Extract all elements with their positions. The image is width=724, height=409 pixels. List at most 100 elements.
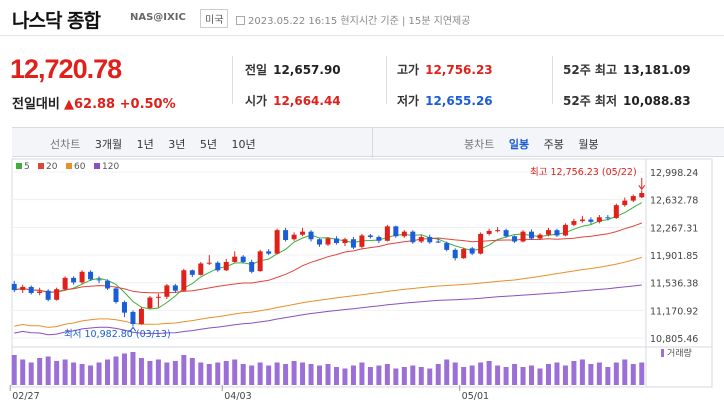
volume-bar xyxy=(495,365,501,385)
low-price-value: 12,655.26 xyxy=(425,94,493,108)
tab-1year[interactable]: 1년 xyxy=(136,138,154,151)
candle-body xyxy=(266,251,272,254)
change-value: ▲62.88 +0.50% xyxy=(63,97,176,112)
volume-bar xyxy=(630,364,636,385)
divider xyxy=(552,56,553,104)
prev-close-label: 전일 xyxy=(245,63,268,77)
candle-body xyxy=(401,231,407,237)
candle-body xyxy=(240,256,246,262)
volume-bar xyxy=(300,362,306,385)
volume-bar xyxy=(62,359,68,385)
volume-bar xyxy=(571,361,577,385)
legend-label-60: 60 xyxy=(74,162,86,172)
candle-body xyxy=(486,230,492,234)
volume-bar xyxy=(257,362,263,385)
volume-bar xyxy=(274,362,280,385)
candle-body xyxy=(189,270,195,275)
line-chart-header: 선차트 xyxy=(50,138,81,151)
volume-bar xyxy=(88,365,94,385)
volume-bar xyxy=(249,365,255,385)
volume-bar xyxy=(333,367,339,385)
high-price-label: 고가 xyxy=(397,63,420,77)
prev-close: 전일 12,657.90 xyxy=(245,61,341,78)
volume-bar xyxy=(45,356,51,385)
open-price-value: 12,664.44 xyxy=(273,94,341,108)
candle-body xyxy=(537,234,543,239)
week52-low-label: 52주 최저 xyxy=(563,94,617,108)
page-title: 나스닥 종합 xyxy=(12,10,101,32)
candle-body xyxy=(529,231,535,239)
volume-bar xyxy=(435,364,441,385)
candle-body xyxy=(88,271,94,280)
index-code: NAS@IXIC xyxy=(130,12,186,23)
candle-body xyxy=(545,230,551,235)
candle-body xyxy=(215,262,221,271)
candle-body xyxy=(333,238,339,244)
volume-bar xyxy=(172,361,178,385)
y-tick-label: 10,805.46 xyxy=(650,334,698,345)
volume-label: 거래량 xyxy=(667,347,692,359)
volume-bar xyxy=(622,359,628,385)
volume-bar xyxy=(545,364,551,385)
candle-body xyxy=(274,230,280,254)
candle-body xyxy=(71,277,77,283)
volume-bar xyxy=(266,365,272,385)
tab-3year[interactable]: 3년 xyxy=(168,138,186,151)
low-price-label: 저가 xyxy=(397,94,420,108)
volume-bar xyxy=(206,364,212,385)
volume-bar xyxy=(367,367,373,385)
volume-bar xyxy=(418,367,424,385)
calendar-icon xyxy=(236,16,245,25)
week52-high-label: 52주 최고 xyxy=(563,63,617,77)
candle-body xyxy=(393,226,399,237)
candle-body xyxy=(223,261,229,271)
candle-body xyxy=(232,256,238,262)
tab-weekly[interactable]: 주봉 xyxy=(543,138,564,151)
x-tick-label: 04/03 xyxy=(224,391,251,402)
candle-body xyxy=(37,291,43,293)
volume-bar xyxy=(478,362,484,385)
change-row: 전일대비 ▲62.88 +0.50% xyxy=(12,93,176,112)
candle-body xyxy=(418,236,424,242)
legend-label-5: 5 xyxy=(24,162,30,172)
candle-body xyxy=(427,236,433,243)
candle-chart-header: 봉차트 xyxy=(464,138,495,151)
candle-body xyxy=(359,235,365,247)
volume-bar xyxy=(410,365,416,385)
candle-body xyxy=(630,196,636,201)
candle-body xyxy=(28,286,34,293)
candle-body xyxy=(571,221,577,225)
tab-monthly[interactable]: 월봉 xyxy=(578,138,599,151)
tab-divider xyxy=(372,128,373,158)
volume-bar xyxy=(359,362,365,385)
candle-body xyxy=(11,283,17,290)
line-chart-tabs: 선차트 3개월 1년 3년 5년 10년 xyxy=(50,136,267,152)
volume-bar xyxy=(232,359,238,385)
candle-body xyxy=(308,231,314,240)
change-label: 전일대비 xyxy=(12,97,60,112)
volume-bar xyxy=(240,364,246,385)
candle-body xyxy=(54,289,60,300)
week52-low: 52주 최저 10,088.83 xyxy=(563,92,691,109)
tab-5year[interactable]: 5년 xyxy=(199,138,217,151)
tab-10year[interactable]: 10년 xyxy=(231,138,256,151)
volume-bar xyxy=(164,362,170,385)
time-info: 2023.05.22 16:15 현지시간 기준 | 15분 지연제공 xyxy=(236,12,470,27)
y-tick-label: 11,901.85 xyxy=(650,251,698,262)
candle-body xyxy=(478,233,484,254)
candle-body xyxy=(291,234,297,240)
candle-body xyxy=(283,230,289,240)
volume-bar xyxy=(20,359,26,385)
candle-body xyxy=(62,277,68,290)
candle-body xyxy=(155,296,161,298)
y-tick-label: 12,998.24 xyxy=(650,168,698,179)
volume-bar xyxy=(181,355,187,385)
prev-close-value: 12,657.90 xyxy=(273,63,341,77)
candle-body xyxy=(605,217,611,219)
volume-bar xyxy=(291,361,297,385)
tab-3month[interactable]: 3개월 xyxy=(94,138,123,151)
legend-swatch-5 xyxy=(16,163,22,169)
tab-daily[interactable]: 일봉 xyxy=(508,138,530,151)
volume-bar xyxy=(452,362,458,385)
candle-body xyxy=(20,286,26,290)
